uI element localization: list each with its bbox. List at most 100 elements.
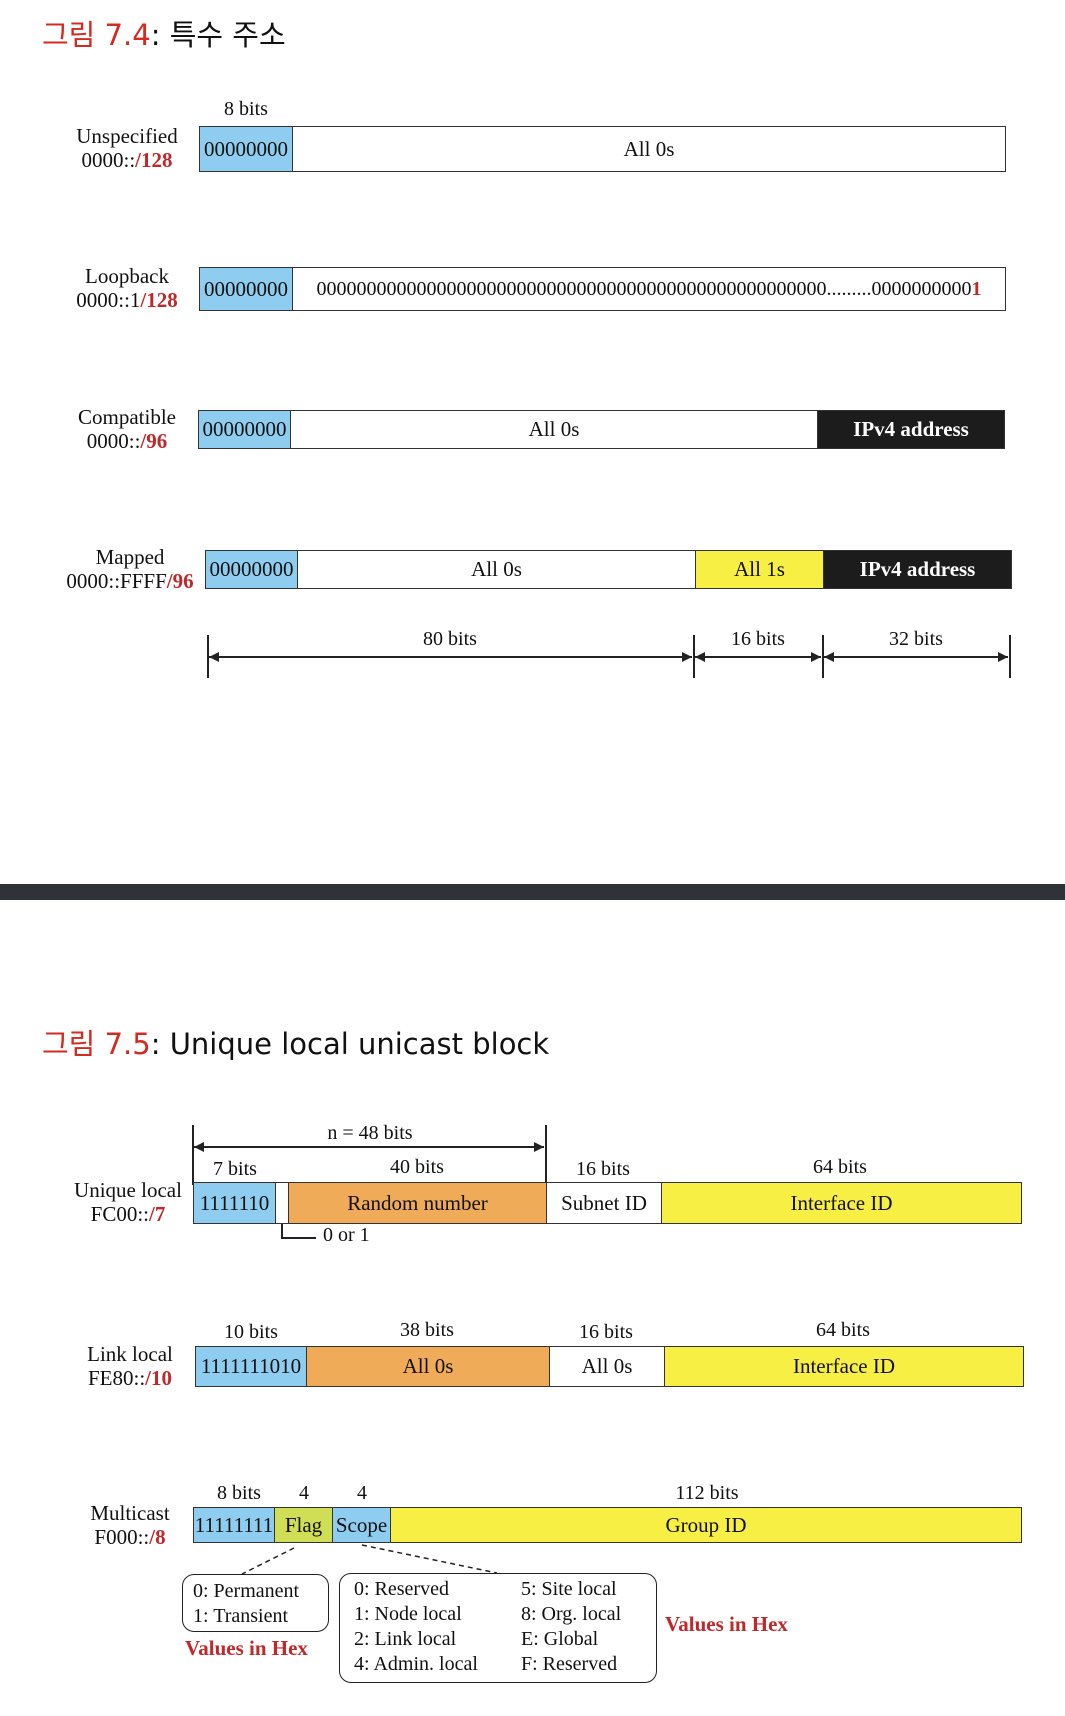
scope-value: 0: Reserved [354,1578,449,1600]
figure-number: 그림 7.4 [42,18,151,52]
arrow-left-icon [194,1142,204,1152]
field-all-zeros: All 0s [297,550,696,589]
flag-value: 0: Permanent [193,1580,300,1602]
field-all-ones: All 1s [695,550,824,589]
multicast-label: Multicast F000::/8 [66,1501,194,1549]
row-name: Unique local [74,1178,182,1202]
n-bits-line [194,1146,544,1148]
loopback-label: Loopback 0000::1/128 [60,264,194,312]
row-name: Mapped [95,545,165,569]
arrow-right-icon [682,652,692,662]
field-prefix-bits: 00000000 [205,550,298,589]
field-all-zeros: All 0s [290,410,818,449]
figure-number: 그림 7.5 [42,1027,151,1061]
field-ipv4-address: IPv4 address [817,410,1005,449]
bits-label: 4 [299,1482,309,1504]
scope-callout-line [361,1544,498,1574]
row-prefix: 0000::FFFF [66,569,167,593]
field-prefix-bits: 1111111010 [195,1346,307,1387]
dimension-label: 16 bits [731,628,785,650]
bits-label: 64 bits [813,1156,867,1178]
flag-values-box: 0: Permanent 1: Transient [182,1574,329,1632]
flag-callout-line [241,1547,295,1575]
bits-label: 40 bits [390,1156,444,1178]
scope-value: 8: Org. local [521,1603,622,1625]
row-prefix-length: /10 [145,1366,173,1390]
field-group-id: Group ID [390,1507,1022,1543]
mapped-label: Mapped 0000::FFFF/96 [60,545,200,593]
dimension-label: 80 bits [423,628,477,650]
arrow-left-icon [824,652,834,662]
values-in-hex-note: Values in Hex [185,1636,308,1660]
loopback-zeros: 0000000000000000000000000000000000000000… [316,277,972,300]
values-in-hex-note: Values in Hex [665,1612,788,1636]
section-divider [0,884,1065,900]
field-flag: Flag [274,1507,333,1543]
row-prefix: 0000::1 [76,288,141,312]
scope-values-left: 0: Reserved 1: Node local 2: Link local … [354,1577,478,1677]
field-interface-id: Interface ID [661,1182,1022,1224]
row-name: Multicast [90,1501,170,1525]
scope-value: 4: Admin. local [354,1653,478,1675]
bits-label: 4 [357,1482,367,1504]
bits-label: 7 bits [213,1158,257,1180]
scope-value: 5: Site local [521,1578,617,1600]
bits-label: 8 bits [224,98,268,120]
n-bits-left-tick [192,1125,194,1185]
figure-7-4-title: 그림 7.4: 특수 주소 [42,12,286,54]
row-prefix-length: /128 [135,148,173,172]
field-subnet-all-zeros: All 0s [549,1346,665,1387]
bits-label: 8 bits [217,1482,261,1504]
field-prefix-bits: 00000000 [198,410,291,449]
bits-label: 16 bits [576,1158,630,1180]
scope-values-box: 0: Reserved 1: Node local 2: Link local … [339,1573,657,1683]
field-ipv4-address: IPv4 address [823,550,1012,589]
bits-label: 112 bits [675,1482,739,1504]
field-interface-id: Interface ID [664,1346,1024,1387]
arrow-left-icon [209,652,219,662]
loopback-one: 1 [971,277,982,300]
row-name: Unspecified [76,124,178,148]
scope-value: E: Global [521,1628,599,1650]
unspecified-label: Unspecified 0000::/128 [60,124,194,172]
row-name: Link local [87,1342,173,1366]
row-prefix-length: /96 [166,569,194,593]
field-prefix-bits: 00000000 [199,126,293,172]
scope-value: F: Reserved [521,1653,618,1675]
row-prefix: F000:: [94,1525,150,1549]
unique-local-label: Unique local FC00::/7 [64,1178,192,1226]
field-prefix-bits: 11111111 [193,1507,275,1543]
row-prefix-length: /96 [140,429,168,453]
dimension-tick [207,635,209,678]
dimension-line-16 [695,656,821,658]
scope-value: 1: Node local [354,1603,462,1625]
l-bit-note: 0 or 1 [323,1224,370,1246]
row-prefix-length: /128 [140,288,178,312]
row-prefix-length: /8 [149,1525,166,1549]
link-local-label: Link local FE80::/10 [66,1342,194,1390]
dimension-line-32 [824,656,1008,658]
bits-label: 16 bits [579,1321,633,1343]
row-prefix: 0000:: [86,429,141,453]
dimension-line-80 [209,656,692,658]
row-name: Loopback [85,264,169,288]
field-random-number: Random number [288,1182,547,1224]
arrow-right-icon [811,652,821,662]
scope-value: 2: Link local [354,1628,457,1650]
figure-caption: : 특수 주소 [150,18,286,52]
l-bit-callout-line [281,1237,316,1239]
row-prefix-length: /7 [149,1202,166,1226]
bits-label: 64 bits [816,1319,870,1341]
row-prefix: FE80:: [87,1366,146,1390]
n-bits-label: n = 48 bits [327,1122,413,1144]
compatible-label: Compatible 0000::/96 [60,405,194,453]
arrow-right-icon [534,1142,544,1152]
arrow-left-icon [695,652,705,662]
bits-label: 10 bits [224,1321,278,1343]
field-loopback-bits: 0000000000000000000000000000000000000000… [292,267,1006,311]
row-prefix: FC00:: [90,1202,149,1226]
dimension-tick [822,635,824,678]
dimension-label: 32 bits [889,628,943,650]
n-bits-right-tick [545,1125,547,1185]
